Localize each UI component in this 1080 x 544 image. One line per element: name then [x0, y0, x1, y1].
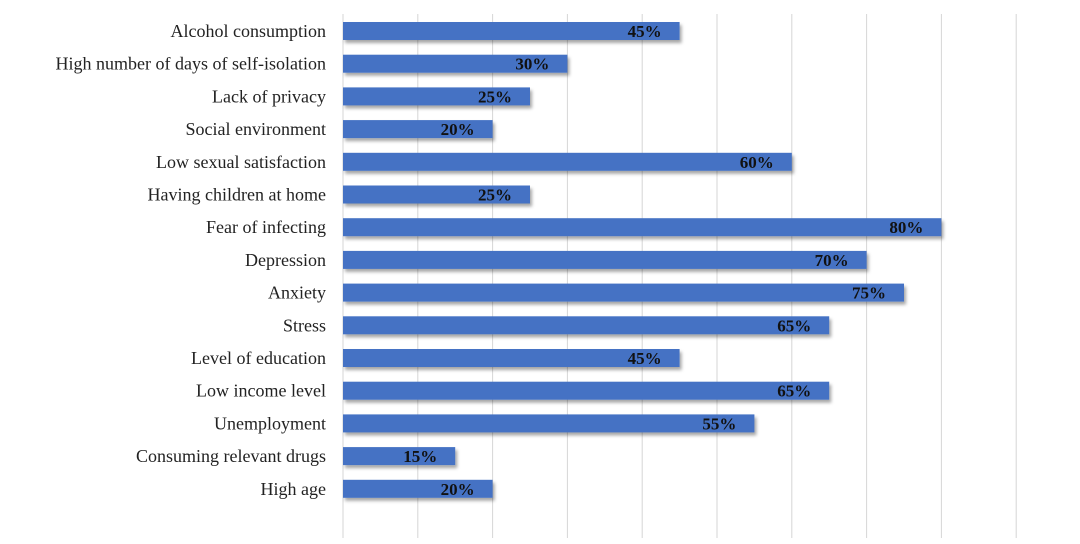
category-label-12: Unemployment	[214, 413, 326, 433]
data-label-11: 65%	[777, 382, 811, 401]
bar-6	[343, 218, 942, 237]
data-labels: 45%30%25%20%60%25%80%70%75%65%45%65%55%1…	[403, 22, 923, 499]
bar-3	[343, 120, 493, 139]
category-label-3: Social environment	[186, 119, 326, 139]
bar-7	[343, 250, 867, 269]
category-label-6: Fear of infecting	[206, 217, 326, 237]
category-label-9: Stress	[283, 315, 326, 335]
bar-5	[343, 185, 530, 204]
data-label-5: 25%	[478, 186, 512, 205]
bar-10	[343, 349, 680, 367]
bar-9	[343, 316, 830, 335]
bar-2	[343, 87, 530, 106]
bar-0	[343, 22, 680, 40]
bar-1	[343, 54, 568, 73]
category-labels: Alcohol consumption High number of days o…	[56, 21, 326, 499]
bars	[343, 22, 942, 498]
category-label-11: Low income level	[196, 381, 326, 401]
category-label-1: High number of days of self-isolation	[56, 54, 326, 74]
data-label-13: 15%	[403, 447, 437, 466]
bar-4	[343, 152, 792, 171]
category-label-10: Level of education	[191, 348, 326, 368]
data-label-7: 70%	[815, 251, 849, 270]
bar-8	[343, 283, 904, 302]
data-label-2: 25%	[478, 87, 512, 106]
category-label-7: Depression	[245, 250, 326, 270]
category-label-2: Lack of privacy	[212, 86, 326, 106]
data-label-0: 45%	[628, 22, 662, 41]
bar-14	[343, 479, 493, 498]
category-label-5: Having children at home	[148, 185, 326, 205]
bar-11	[343, 381, 830, 400]
category-label-4: Low sexual satisfaction	[156, 152, 326, 172]
category-label-13: Consuming relevant drugs	[136, 446, 326, 466]
category-label-8: Anxiety	[268, 283, 326, 303]
data-label-9: 65%	[777, 316, 811, 335]
data-label-14: 20%	[441, 480, 475, 499]
data-label-6: 80%	[889, 218, 923, 237]
bar-12	[343, 414, 755, 433]
category-label-14: High age	[261, 479, 326, 499]
data-label-3: 20%	[441, 120, 475, 139]
data-label-4: 60%	[740, 153, 774, 172]
data-label-8: 75%	[852, 284, 886, 303]
data-label-12: 55%	[702, 414, 736, 433]
bar-13	[343, 447, 456, 466]
data-label-1: 30%	[515, 55, 549, 74]
data-label-10: 45%	[628, 349, 662, 368]
category-label-0: Alcohol consumption	[171, 21, 327, 41]
